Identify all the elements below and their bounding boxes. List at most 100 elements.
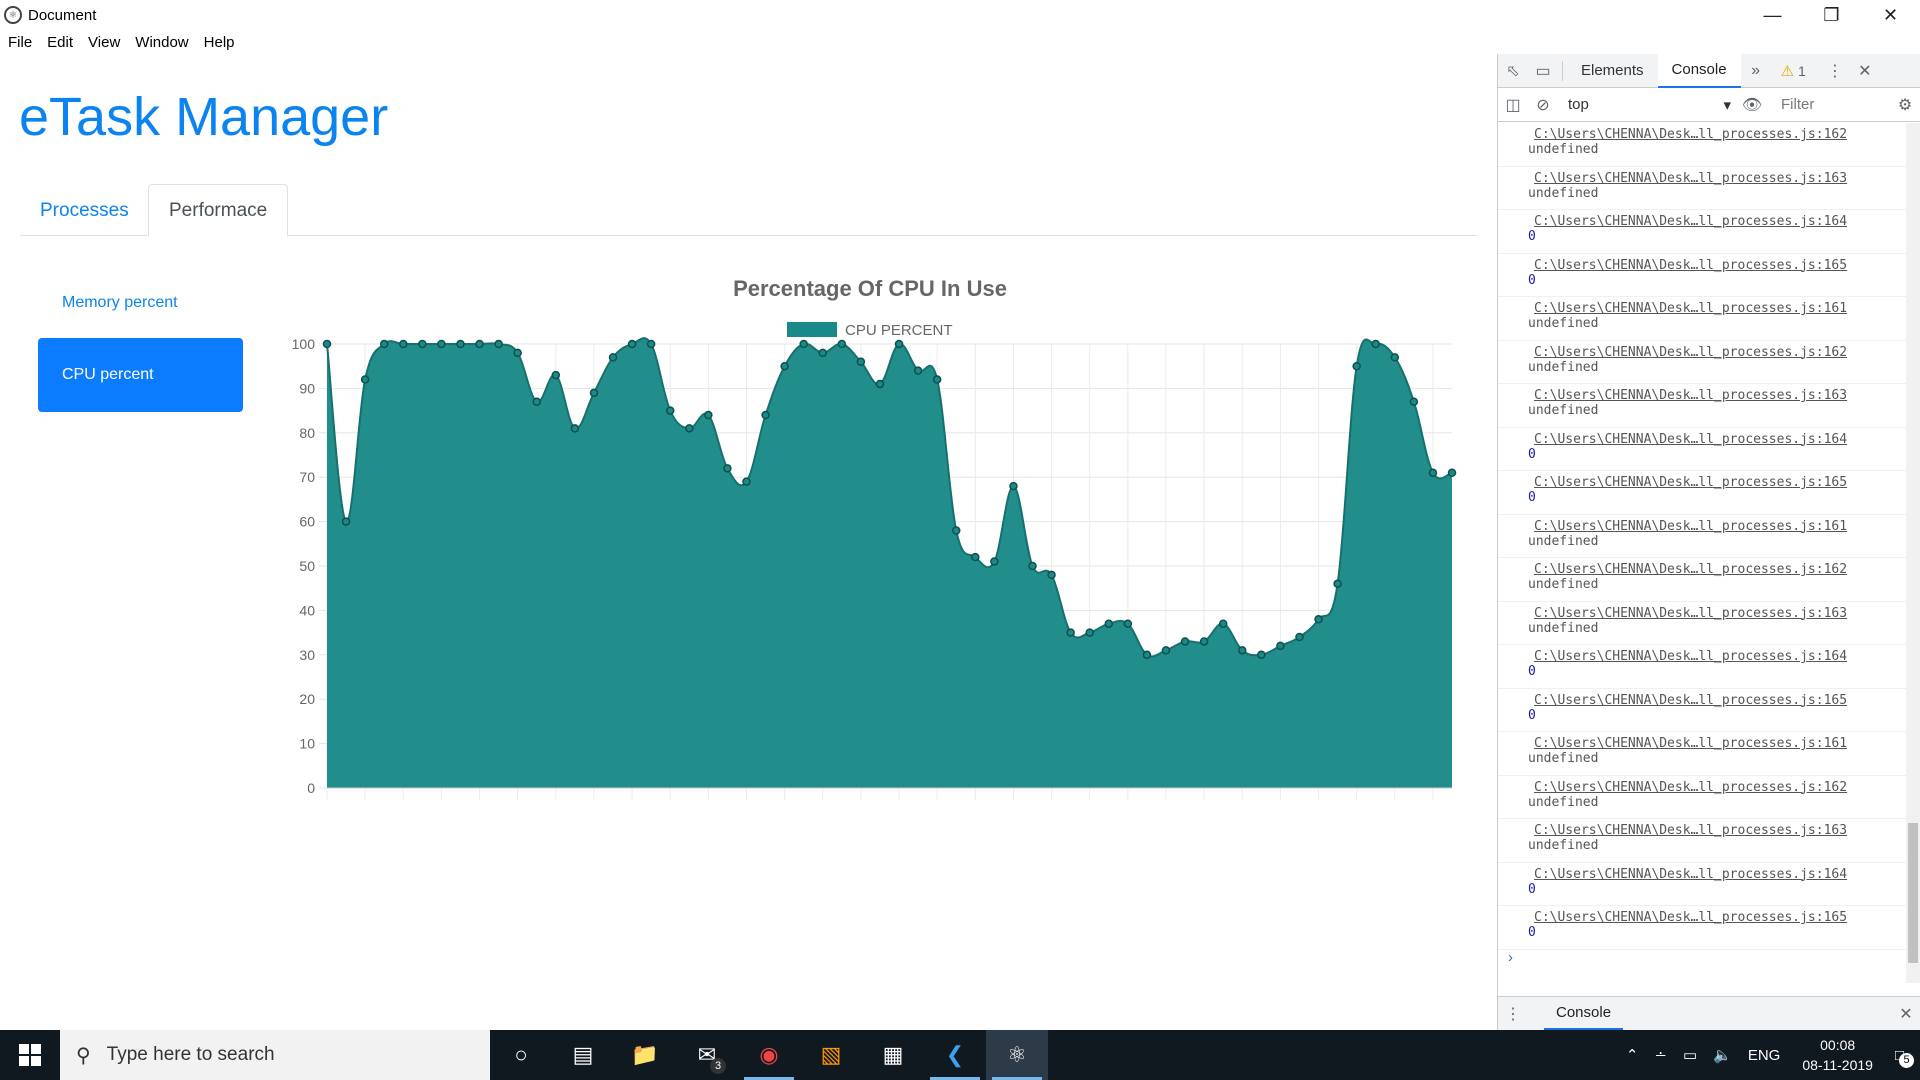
log-source-link[interactable]: C:\Users\CHENNA\Desk…ll_processes.js:164 [1534, 649, 1848, 664]
file-explorer-icon[interactable]: 📁 [631, 1042, 659, 1067]
console-scrollbar[interactable] [1906, 123, 1920, 983]
kebab-menu-icon[interactable]: ⋮ [1826, 62, 1843, 80]
cpu-data-point [1085, 628, 1094, 637]
sidebar-toggle-icon[interactable]: ◫ [1505, 96, 1521, 114]
menu-view[interactable]: View [88, 33, 121, 51]
log-source-link[interactable]: C:\Users\CHENNA\Desk…ll_processes.js:163 [1534, 823, 1848, 838]
scrollbar-thumb[interactable] [1908, 823, 1918, 963]
cpu-data-point [1428, 468, 1438, 478]
close-devtools-icon[interactable]: ✕ [1858, 62, 1872, 80]
warnings-counter[interactable]: ⚠ 1 [1781, 62, 1806, 80]
menu-window[interactable]: Window [135, 33, 189, 51]
cpu-data-point [990, 557, 999, 566]
y-tick-label: 50 [299, 558, 315, 574]
log-source-link[interactable]: C:\Users\CHENNA\Desk…ll_processes.js:161 [1534, 736, 1848, 751]
console-log-entry: C:\Users\CHENNA\Desk…ll_processes.js:165… [1498, 689, 1908, 732]
log-source-link[interactable]: C:\Users\CHENNA\Desk…ll_processes.js:165 [1534, 692, 1848, 708]
minimize-button[interactable]: — [1763, 4, 1782, 25]
cpu-data-point [1009, 481, 1018, 491]
console-filter-input[interactable]: Filter [1781, 96, 1815, 113]
taskbar-search[interactable]: ⚲ Type here to search [60, 1030, 490, 1080]
cpu-data-point [1333, 579, 1342, 589]
console-log-entry: C:\Users\CHENNA\Desk…ll_processes.js:162… [1498, 776, 1908, 819]
close-drawer-icon[interactable]: ✕ [1899, 1005, 1913, 1023]
wifi-icon[interactable]: ∸ [1654, 1047, 1667, 1064]
console-log-entry: C:\Users\CHENNA\Desk…ll_processes.js:165… [1498, 906, 1908, 950]
windows-logo-icon [19, 1044, 41, 1066]
log-source-link[interactable]: C:\Users\CHENNA\Desk…ll_processes.js:164 [1534, 866, 1848, 882]
log-source-link[interactable]: C:\Users\CHENNA\Desk…ll_processes.js:163 [1534, 605, 1848, 621]
console-log-entry: C:\Users\CHENNA\Desk…ll_processes.js:162… [1498, 341, 1908, 384]
y-tick-label: 60 [299, 514, 315, 530]
window-titlebar: ⚛ Document — ❐ ✕ [0, 0, 1920, 30]
console-log-entry: C:\Users\CHENNA\Desk…ll_processes.js:165… [1498, 254, 1908, 297]
battery-icon[interactable]: ▭ [1682, 1047, 1698, 1064]
legend-label: CPU PERCENT [845, 322, 953, 339]
tab-processes[interactable]: Processes [40, 199, 129, 221]
chrome-icon[interactable]: ◉ [738, 1030, 800, 1080]
console-settings-gear-icon[interactable]: ⚙ [1897, 96, 1913, 114]
mail-badge: 3 [710, 1058, 726, 1074]
calendar-icon[interactable]: ▦ [882, 1042, 904, 1067]
show-hidden-icons-chevron-up-icon[interactable]: ⌃ [1625, 1047, 1639, 1064]
cpu-data-point [570, 424, 580, 433]
electron-taskbar-icon[interactable]: ⚛ [986, 1030, 1048, 1080]
cpu-chart-svg: Percentage Of CPU In Use CPU PERCENT 0 10 20… [292, 276, 1457, 800]
cpu-data-point [437, 339, 446, 349]
clear-console-icon[interactable]: ⊘ [1536, 96, 1550, 114]
tab-performance[interactable]: Performace [148, 184, 289, 237]
cpu-data-point [1123, 619, 1133, 628]
log-value: undefined [1528, 403, 1599, 418]
log-source-link[interactable]: C:\Users\CHENNA\Desk…ll_processes.js:163 [1534, 388, 1848, 403]
device-toolbar-icon[interactable]: ▭ [1535, 62, 1551, 80]
cpu-data-point [608, 353, 618, 362]
cortana-icon[interactable]: ○ [514, 1042, 528, 1067]
console-log-entry: C:\Users\CHENNA\Desk…ll_processes.js:161… [1498, 515, 1908, 558]
close-button[interactable]: ✕ [1882, 4, 1899, 25]
language-indicator[interactable]: ENG [1747, 1046, 1781, 1064]
log-source-link[interactable]: C:\Users\CHENNA\Desk…ll_processes.js:161 [1534, 518, 1848, 534]
restore-button[interactable]: ❐ [1823, 4, 1840, 25]
menu-edit[interactable]: Edit [47, 33, 74, 51]
pill-cpu-percent[interactable]: CPU percent [38, 338, 243, 412]
log-source-link[interactable]: C:\Users\CHENNA\Desk…ll_processes.js:162 [1534, 779, 1848, 795]
pill-memory-percent[interactable]: Memory percent [62, 294, 178, 311]
clock[interactable]: 00:08 08-11-2019 [1788, 1035, 1887, 1075]
mail-icon[interactable]: ✉ 3 [676, 1030, 738, 1080]
log-source-link[interactable]: C:\Users\CHENNA\Desk…ll_processes.js:164 [1534, 431, 1848, 447]
cpu-data-point [532, 397, 541, 406]
log-value: undefined [1528, 185, 1599, 201]
more-tabs-icon[interactable]: » [1751, 61, 1761, 79]
menu-help[interactable]: Help [203, 33, 235, 51]
log-source-link[interactable]: C:\Users\CHENNA\Desk…ll_processes.js:161 [1534, 301, 1848, 316]
vscode-icon[interactable]: ❮ [924, 1030, 986, 1080]
log-source-link[interactable]: C:\Users\CHENNA\Desk…ll_processes.js:165 [1534, 910, 1848, 925]
cpu-data-point [685, 424, 694, 433]
cpu-data-point [1257, 650, 1266, 660]
tab-console[interactable]: Console [1657, 53, 1741, 88]
inspect-element-icon[interactable]: ⬁ [1506, 62, 1520, 80]
live-expression-eye-icon[interactable]: 👁 [1741, 96, 1763, 114]
log-source-link[interactable]: C:\Users\CHENNA\Desk…ll_processes.js:163 [1534, 170, 1848, 186]
log-source-link[interactable]: C:\Users\CHENNA\Desk…ll_processes.js:165 [1534, 257, 1848, 273]
drawer-tab-console[interactable]: Console [1544, 998, 1624, 1030]
action-center-icon[interactable]: □ 5 [1887, 1047, 1920, 1068]
electron-app-icon: ⚛ [4, 6, 22, 24]
start-button[interactable] [0, 1030, 60, 1080]
volume-icon[interactable]: 🔈 [1713, 1047, 1732, 1064]
cpu-data-point [1390, 353, 1400, 362]
menu-file[interactable]: File [8, 33, 33, 51]
log-source-link[interactable]: C:\Users\CHENNA\Desk…ll_processes.js:162 [1534, 127, 1848, 142]
tab-elements[interactable]: Elements [1581, 62, 1644, 79]
log-source-link[interactable]: C:\Users\CHENNA\Desk…ll_processes.js:162 [1534, 344, 1848, 360]
log-value: undefined [1528, 359, 1599, 375]
log-source-link[interactable]: C:\Users\CHENNA\Desk…ll_processes.js:162 [1534, 562, 1848, 577]
drawer-menu-icon[interactable]: ⋮ [1505, 1005, 1521, 1023]
log-source-link[interactable]: C:\Users\CHENNA\Desk…ll_processes.js:164 [1534, 214, 1848, 229]
log-source-link[interactable]: C:\Users\CHENNA\Desk…ll_processes.js:165 [1534, 475, 1848, 490]
console-prompt-icon[interactable]: › [1508, 949, 1513, 966]
sublime-text-icon[interactable]: ▧ [820, 1042, 842, 1067]
context-select[interactable]: top ▾ [1562, 94, 1737, 116]
task-view-icon[interactable]: ▤ [572, 1042, 594, 1067]
cpu-data-point [399, 339, 408, 349]
